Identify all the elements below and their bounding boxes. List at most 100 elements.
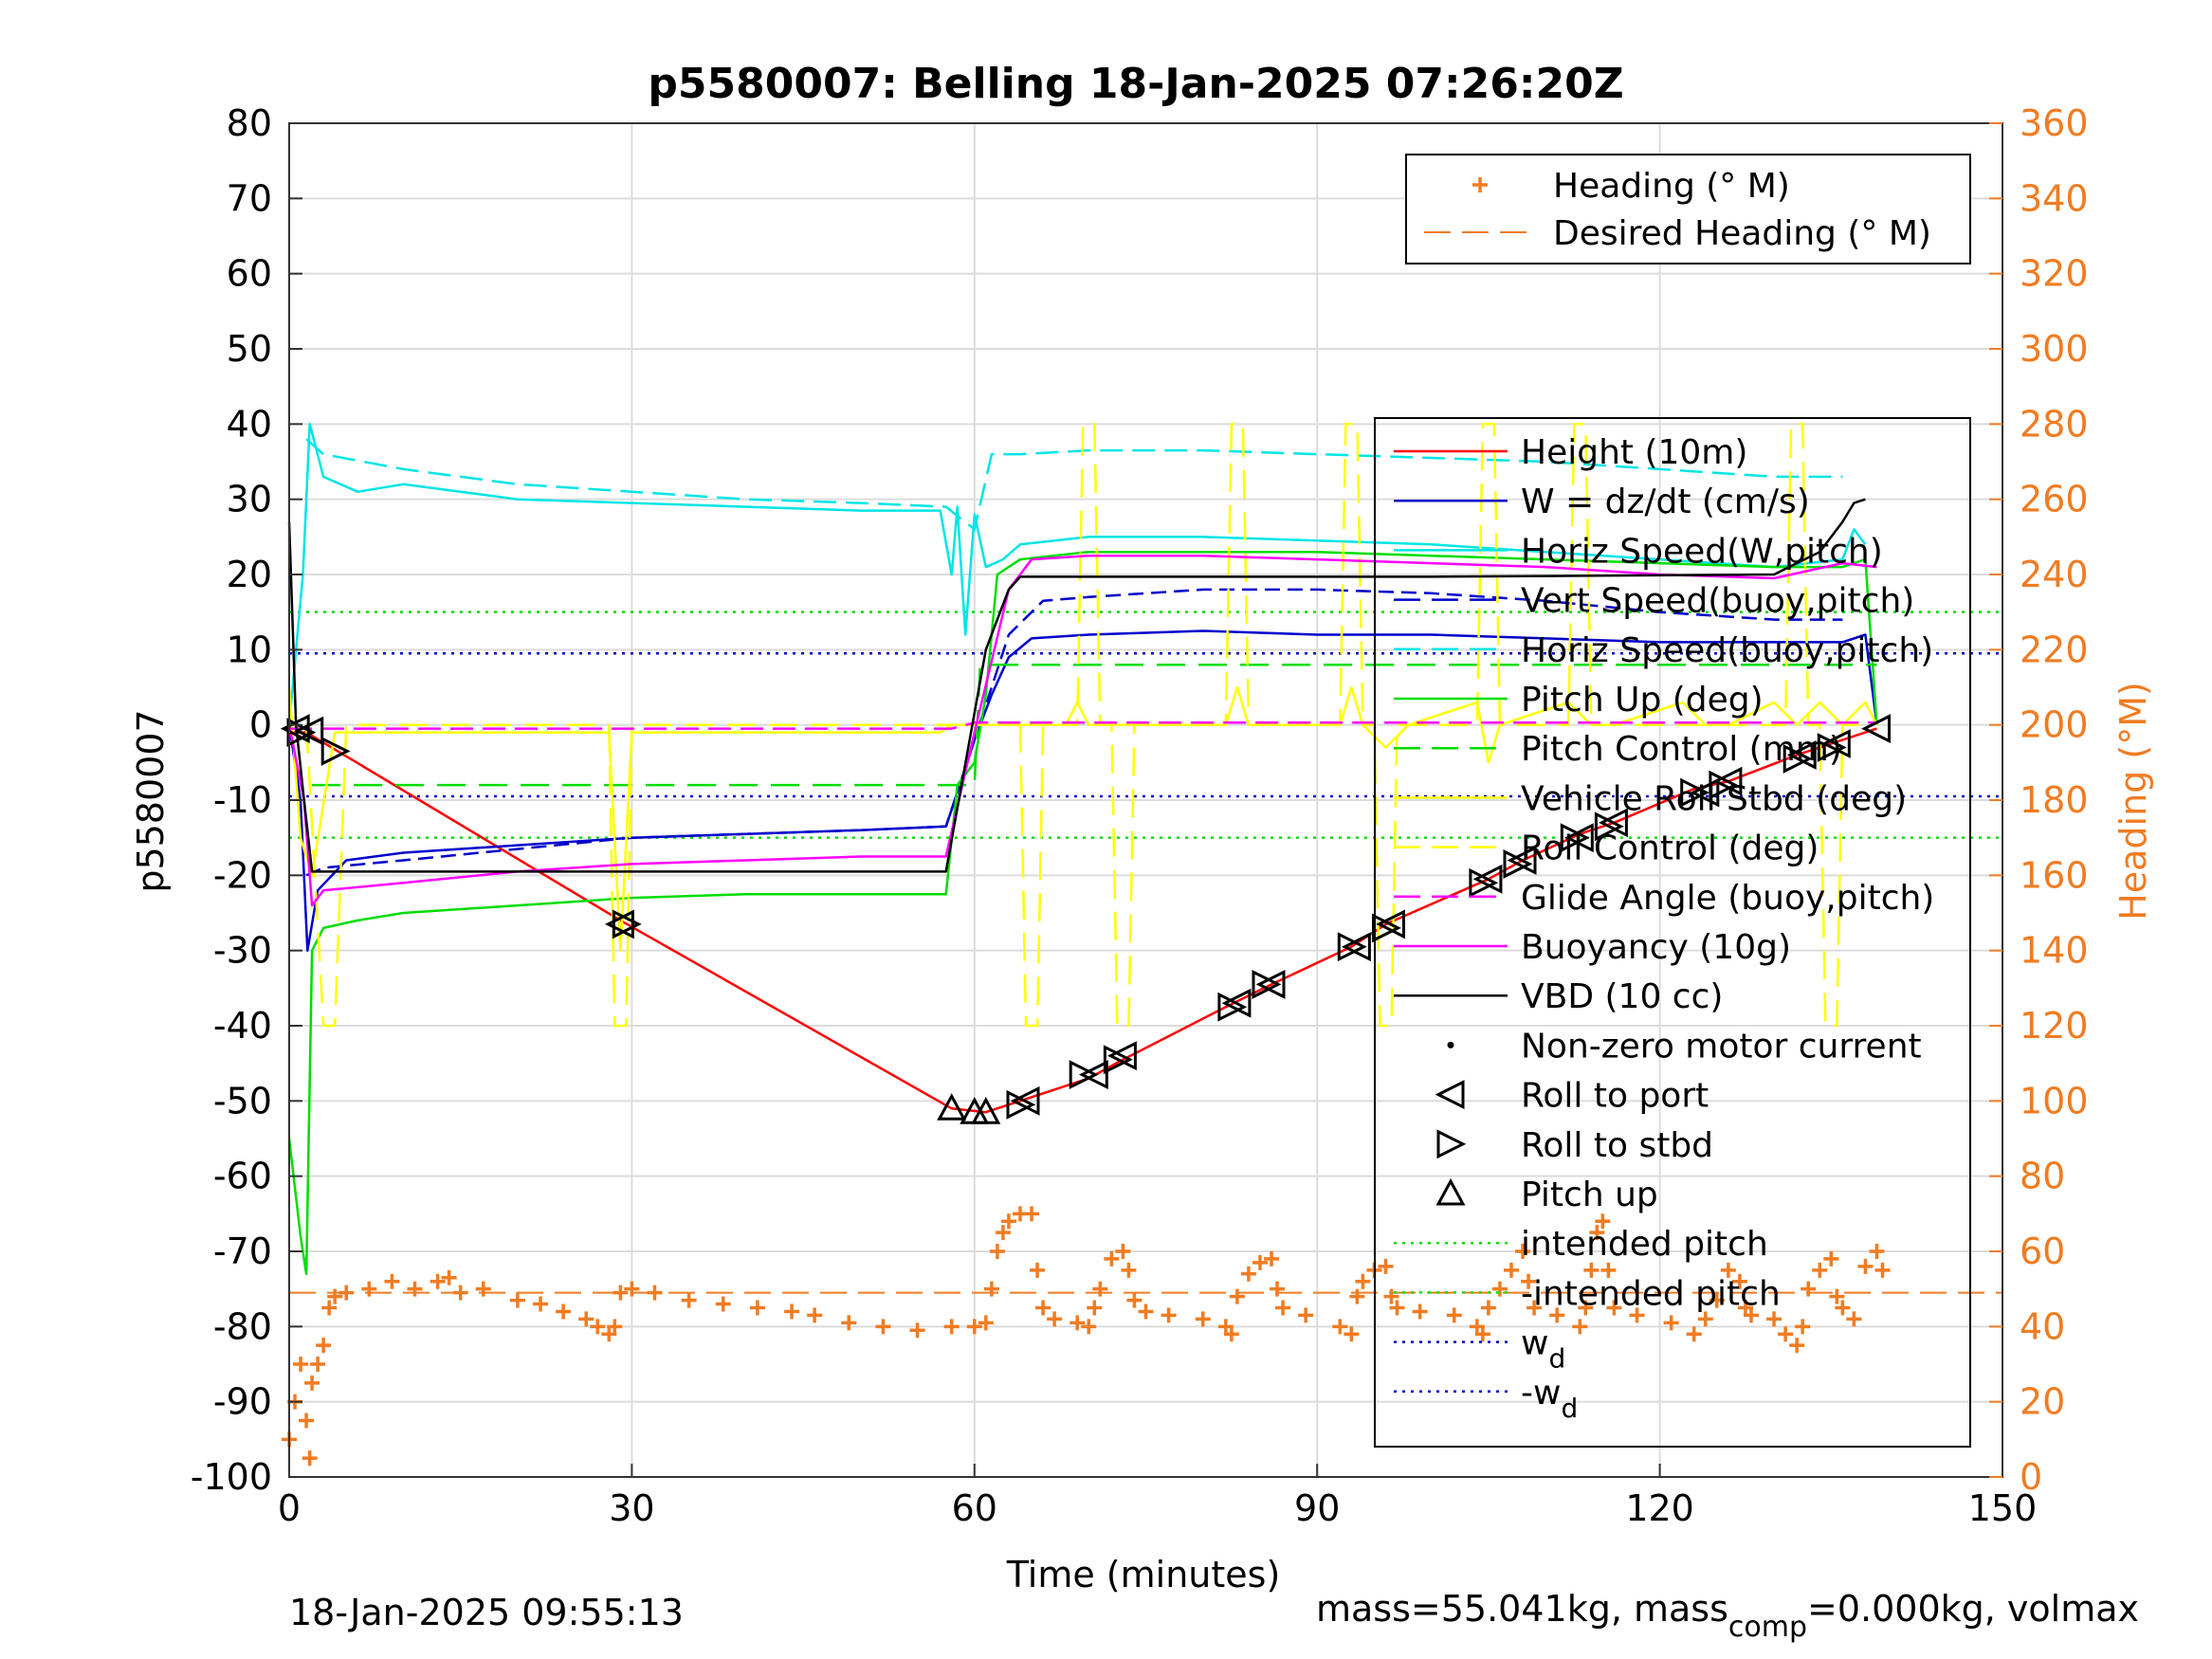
heading-point-91 (1595, 1213, 1611, 1230)
roll-to-port-marker-2 (605, 909, 634, 939)
legend-label-13: Roll to port (1521, 1077, 1709, 1116)
heading-point-68 (1332, 1319, 1348, 1335)
heading-point-9 (327, 1288, 343, 1304)
heading-point-22 (590, 1319, 606, 1335)
legend-label-1: W = dz/dt (cm/s) (1521, 483, 1810, 521)
series-horiz-speed-w-pitch (287, 423, 1867, 725)
series-vbd-10-cc (287, 498, 1866, 873)
y-tick-label-18: -100 (191, 1456, 272, 1498)
y-tick-label-9: -10 (213, 779, 272, 821)
heading-point-34 (875, 1319, 891, 1335)
x-tick-label-0: 0 (278, 1487, 301, 1529)
legend-label-17: -intended pitch (1521, 1274, 1781, 1313)
y-tick-label-11: -30 (213, 930, 272, 972)
roll-to-stbd-marker-5 (1103, 1045, 1133, 1075)
roll-to-stbd-marker-7 (1252, 969, 1282, 999)
roll-to-port-marker-8 (1342, 932, 1371, 962)
y-right-tick-label-5: 260 (2020, 479, 2089, 520)
heading-point-20 (556, 1304, 572, 1320)
legend-main: Height (10m) W = dz/dt (cm/s) Horiz Speed(… (1374, 417, 1971, 1448)
footer-mass-rest: =0.000kg, volmax (1807, 1588, 2139, 1630)
heading-point-38 (978, 1315, 994, 1331)
heading-point-10 (338, 1285, 355, 1301)
y-tick-label-5: 30 (227, 479, 272, 520)
heading-point-44 (1024, 1206, 1040, 1222)
legend-label-0: Height (10m) (1521, 433, 1747, 472)
heading-point-67 (1298, 1307, 1314, 1323)
heading-point-35 (909, 1322, 925, 1339)
heading-point-111 (1835, 1300, 1851, 1316)
heading-point-70 (1349, 1288, 1365, 1304)
y-tick-label-12: -40 (213, 1005, 272, 1047)
heading-point-51 (1092, 1281, 1108, 1297)
heading-point-27 (647, 1285, 663, 1301)
legend-label-text-19: -w (1521, 1374, 1561, 1413)
y-tick-label-14: -60 (213, 1156, 272, 1197)
y-axis-label-right: Heading (°M) (2112, 682, 2154, 921)
roll-to-stbd-marker-4 (1069, 1060, 1099, 1090)
footer-mass-main: mass=55.041kg, mass (1316, 1588, 1728, 1630)
heading-point-36 (943, 1319, 960, 1335)
heading-point-98 (1709, 1292, 1725, 1308)
legend-label-9: Glide Angle (buoy,pitch) (1521, 879, 1934, 918)
legend-label-text-17: -intended pitch (1521, 1274, 1781, 1313)
legend-label-3: Vert Speed(buoy,pitch) (1521, 582, 1914, 621)
legend-label-text-10: Buoyancy (10g) (1521, 928, 1791, 967)
heading-point-40 (989, 1244, 1005, 1259)
heading-point-56 (1138, 1304, 1154, 1320)
legend-label-19: -wd (1521, 1374, 1578, 1424)
y-axis-label: p5580007 (130, 709, 172, 892)
legend-label-text-16: intended pitch (1521, 1225, 1768, 1264)
y-right-tick-label-8: 200 (2020, 704, 2089, 746)
x-tick-label-4: 120 (1625, 1487, 1694, 1529)
heading-point-39 (983, 1281, 999, 1297)
heading-point-47 (1047, 1311, 1063, 1327)
roll-to-stbd-marker-16 (1782, 743, 1813, 774)
heading-point-52 (1104, 1250, 1120, 1267)
heading-point-108 (1812, 1262, 1828, 1278)
heading-point-60 (1223, 1326, 1239, 1342)
y-right-tick-label-13: 100 (2020, 1080, 2089, 1121)
heading-point-103 (1766, 1311, 1782, 1327)
y-tick-label-8: 0 (249, 704, 272, 746)
heading-point-64 (1264, 1250, 1280, 1267)
roll-to-stbd-marker-6 (1217, 992, 1248, 1022)
heading-point-18 (509, 1292, 525, 1308)
legend-swatch-13 (1435, 1080, 1465, 1110)
chart-title: p5580007: Belling 18-Jan-2025 07:26:20Z (648, 60, 1623, 108)
y-tick-label-2: 60 (227, 253, 272, 295)
heading-point-61 (1229, 1288, 1245, 1304)
heading-point-15 (441, 1269, 457, 1285)
heading-point-62 (1240, 1266, 1256, 1282)
heading-point-93 (1606, 1300, 1622, 1316)
legend-label-text-0: Height (10m) (1521, 433, 1747, 472)
roll-to-port-marker-12 (1563, 823, 1594, 853)
x-tick-label-3: 90 (1294, 1487, 1340, 1529)
legend-swatch-12 (1447, 1041, 1454, 1048)
legend-label-text-13: Roll to port (1521, 1077, 1709, 1116)
heading-point-8 (321, 1300, 338, 1316)
y-tick-label-10: -20 (213, 854, 272, 896)
y-right-tick-label-7: 220 (2020, 629, 2089, 670)
heading-point-16 (452, 1285, 468, 1301)
heading-point-14 (430, 1273, 446, 1289)
heading-point-79 (1474, 1326, 1490, 1342)
heading-point-82 (1503, 1262, 1519, 1278)
legend-label-text-7: Vehicle Roll Stbd (deg) (1521, 779, 1907, 818)
legend-label-14: Roll to stbd (1521, 1126, 1713, 1165)
heading-point-83 (1515, 1244, 1531, 1259)
roll-to-stbd-marker-9 (1372, 913, 1401, 943)
y-right-tick-label-18: 0 (2020, 1456, 2042, 1498)
heading-point-85 (1526, 1300, 1543, 1316)
legend-label-5: Pitch Up (deg) (1521, 681, 1764, 720)
roll-to-stbd-marker-12 (1560, 823, 1590, 853)
heading-point-112 (1846, 1311, 1862, 1327)
heading-point-97 (1697, 1311, 1713, 1327)
legend-label-text-15: Pitch up (1521, 1176, 1658, 1214)
roll-to-port-marker-4 (1078, 1060, 1108, 1090)
roll-to-port-marker-7 (1255, 969, 1286, 999)
legend-label-text-4: Horiz Speed(buoy,pitch) (1521, 631, 1933, 670)
legend-label-11: VBD (10 cc) (1521, 977, 1723, 1016)
series-horiz-speed-buoy-pitch (305, 438, 1843, 531)
